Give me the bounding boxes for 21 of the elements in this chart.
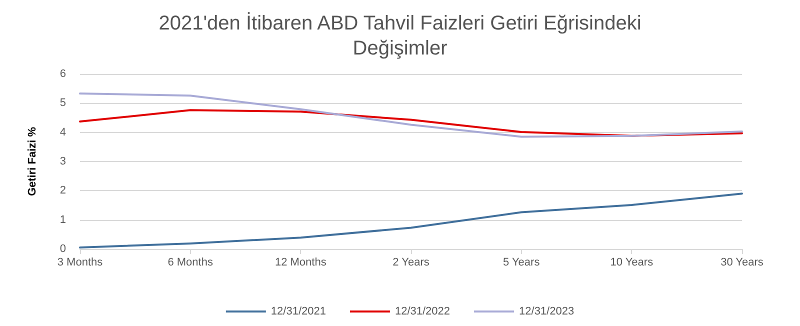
legend-label: 12/31/2023 — [519, 306, 574, 318]
line-series — [79, 109, 743, 137]
line-series — [79, 92, 743, 138]
y-tick-label: 1 — [60, 214, 66, 226]
x-tick-label: 5 Years — [502, 256, 540, 268]
x-tick-label: 10 Years — [610, 256, 654, 268]
x-tick-label: 3 Months — [57, 256, 104, 268]
y-tick-label: 2 — [60, 184, 66, 197]
y-tick-label: 4 — [60, 126, 66, 138]
x-tick-label: 2 Years — [392, 256, 430, 268]
x-tick-label: 12 Months — [274, 256, 327, 268]
x-tick-label: 6 Months — [168, 256, 214, 268]
y-tick-label: 0 — [60, 243, 66, 255]
y-tick-label: 5 — [60, 97, 66, 110]
y-axis-title: Getiri Faizi % — [26, 126, 38, 196]
y-tick-label: 3 — [60, 156, 66, 168]
legend-label: 12/31/2021 — [270, 306, 326, 318]
x-tick-label: 30 Years — [720, 256, 764, 268]
chart-title: 2021'den İtibaren ABD Tahvil Faizleri Getiri Eğrisindeki Değişimler — [158, 12, 642, 60]
legend-label: 12/31/2022 — [394, 306, 450, 318]
y-tick-label: 6 — [60, 68, 66, 80]
